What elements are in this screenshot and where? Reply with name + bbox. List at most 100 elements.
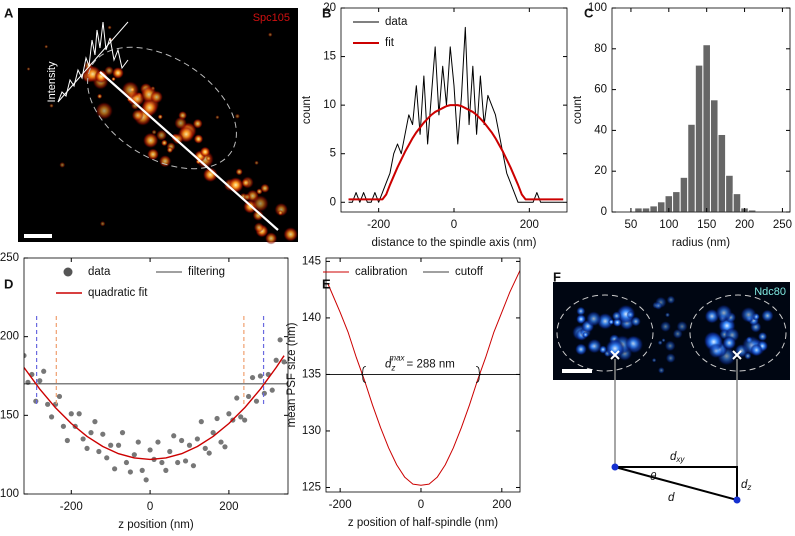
spot	[657, 340, 663, 346]
series-line	[348, 26, 564, 203]
spot	[193, 134, 204, 144]
scatter-point	[234, 395, 240, 401]
panel-letter: D	[4, 276, 13, 291]
spot	[97, 93, 103, 99]
plot-area	[341, 8, 567, 212]
theta-label: θ	[650, 471, 657, 483]
symbol: d	[741, 479, 748, 491]
point	[733, 496, 741, 504]
spot	[708, 343, 724, 359]
spot	[161, 139, 168, 147]
scatter-point	[88, 430, 94, 436]
histogram-bar	[702, 44, 711, 212]
x-tick-label: -200	[329, 499, 352, 511]
scatter-point	[159, 459, 165, 466]
inset-profile	[57, 21, 129, 103]
legend-label: data	[385, 16, 408, 28]
scatter-point	[163, 467, 169, 473]
distance-triangle	[614, 466, 738, 502]
x-tick-label: -200	[367, 219, 390, 231]
histogram-bar	[732, 193, 742, 212]
spot	[608, 318, 615, 325]
histogram-bar	[634, 207, 643, 212]
spot	[95, 101, 114, 120]
spot	[254, 160, 259, 166]
spot	[722, 335, 737, 350]
x-tick-label: 200	[735, 219, 754, 231]
series-line	[24, 355, 285, 461]
plot-content	[634, 44, 757, 212]
scatter-point	[56, 393, 63, 400]
spot	[243, 193, 251, 201]
spot	[107, 25, 112, 30]
x-axis-label: distance to the spindle axis (nm)	[372, 237, 537, 249]
spot	[205, 155, 212, 162]
scatter-point	[104, 455, 110, 461]
scatter-point	[64, 437, 70, 444]
spot	[260, 183, 270, 193]
scatter-point	[218, 439, 224, 445]
x-tick-label: 0	[147, 501, 153, 513]
spot	[575, 343, 588, 356]
spot	[582, 331, 589, 338]
x-tick-label: -200	[60, 501, 83, 513]
annotation-text: = 288 nm	[407, 358, 455, 370]
panel-letter: A	[4, 5, 14, 20]
x-axis-label: z position of half-spindle (nm)	[348, 517, 498, 529]
scatter-point	[273, 357, 279, 363]
y-tick-label: 80	[594, 43, 607, 55]
spot	[111, 76, 116, 82]
scatter-point	[238, 414, 244, 420]
spot	[654, 301, 663, 310]
panel-letter: F	[553, 269, 561, 284]
scatter-point	[33, 398, 39, 404]
y-tick-label: 140	[302, 312, 321, 324]
scatter-point	[155, 439, 161, 445]
scatter-point	[119, 430, 126, 436]
spot	[630, 316, 641, 327]
y-tick-label: 125	[302, 482, 321, 494]
scatter-point	[37, 378, 43, 384]
scatter-point	[245, 393, 252, 400]
dashed-ellipse	[689, 294, 787, 372]
spot	[586, 338, 602, 354]
panel-letter: E	[322, 276, 331, 291]
spot	[665, 353, 676, 364]
subscript: z	[390, 364, 395, 373]
scatter-point	[182, 458, 189, 464]
spot	[202, 167, 218, 183]
scatter-point	[186, 442, 193, 448]
y-tick-label: 145	[302, 255, 321, 267]
spot	[256, 188, 263, 195]
spot	[626, 310, 635, 319]
spot	[174, 116, 187, 130]
symbol: d	[670, 451, 677, 463]
y-tick-label: 15	[323, 51, 336, 63]
spot	[661, 338, 666, 343]
y-tick-label: 130	[302, 425, 321, 437]
scatter-point	[198, 419, 204, 425]
legend-label: cutoff	[455, 266, 484, 278]
inset-axis	[57, 21, 129, 103]
plot-content	[24, 316, 288, 483]
scatter-point	[249, 374, 256, 381]
scatter-point	[179, 437, 185, 444]
spot	[94, 69, 108, 84]
spot	[664, 340, 676, 352]
spot	[59, 162, 66, 168]
spot	[147, 148, 159, 161]
y-tick-label: 250	[0, 252, 19, 264]
scatter-point	[257, 373, 264, 379]
histogram-bar	[672, 191, 681, 212]
panel-letter: B	[322, 5, 331, 20]
d-label: d	[668, 492, 675, 504]
dashed-ellipse	[556, 294, 654, 372]
y-axis-label: count	[572, 95, 584, 124]
spot	[283, 227, 298, 242]
histogram-bar	[649, 205, 658, 212]
x-tick-label: 200	[520, 219, 539, 231]
spot	[157, 114, 163, 120]
scatter-point	[214, 415, 220, 422]
scatter-point	[253, 398, 260, 404]
